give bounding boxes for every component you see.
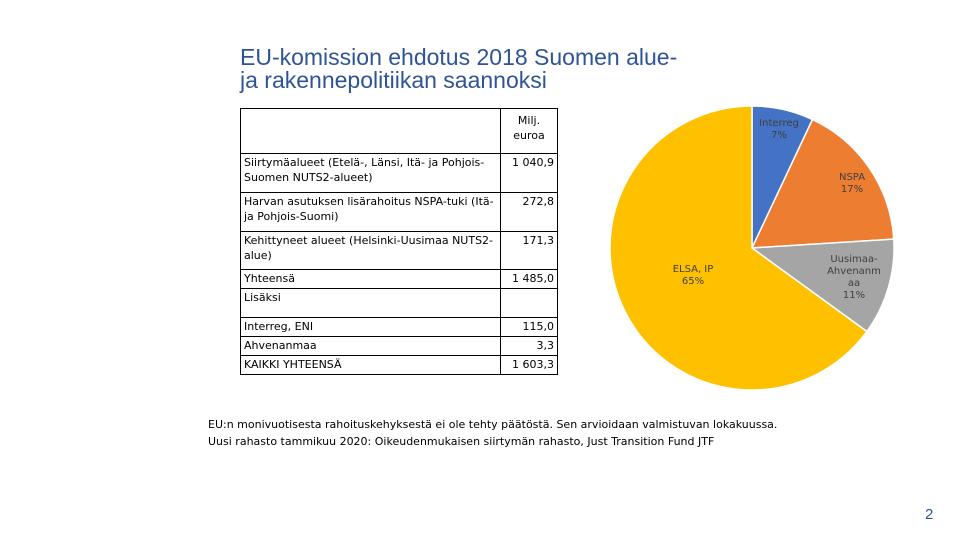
pie-label-nspa: NSPA 17%	[824, 172, 880, 196]
table-cell-value: 1 603,3	[500, 355, 558, 375]
table-cell-label: KAIKKI YHTEENSÄ	[240, 355, 501, 375]
title-line-1: EU-komission ehdotus 2018 Suomen alue-	[240, 44, 678, 70]
pie-label-interreg-pct: 7%	[771, 130, 787, 141]
footnote-line-2: Uusi rahasto tammikuu 2020: Oikeudenmuka…	[208, 435, 715, 448]
pie-label-elsa: ELSA, IP 65%	[662, 264, 724, 288]
pie-label-uusimaa-line2: Ahvenanm	[827, 266, 881, 277]
pie-label-uusimaa: Uusimaa- Ahvenanm aa 11%	[821, 254, 887, 302]
pie-label-nspa-name: NSPA	[838, 172, 866, 183]
pie-label-interreg-name: Interreg	[759, 118, 799, 129]
table-row: Yhteensä 1 485,0	[240, 269, 558, 289]
table-cell-label: Siirtymäalueet (Etelä-, Länsi, Itä- ja P…	[240, 153, 501, 193]
pie-label-uusimaa-line3: aa	[847, 278, 861, 289]
table-cell-value: 272,8	[500, 192, 558, 232]
pie-slice-elsa-ip	[609, 105, 868, 391]
table-cell-label: Kehittyneet alueet (Helsinki-Uusimaa NUT…	[240, 231, 501, 270]
table-header-row: Milj. euroa	[240, 108, 558, 154]
pie-label-elsa-pct: 65%	[681, 276, 705, 287]
pie-label-interreg: Interreg 7%	[752, 118, 806, 142]
table-cell-label: Yhteensä	[240, 269, 501, 289]
footnote: EU:n monivuotisesta rahoituskehyksestä e…	[208, 416, 848, 450]
page-title: EU-komission ehdotus 2018 Suomen alue- j…	[240, 46, 760, 92]
table-row: Lisäksi	[240, 288, 558, 318]
table-header-value: Milj. euroa	[500, 108, 558, 154]
pie-label-uusimaa-pct: 11%	[842, 290, 866, 301]
table-row: Kehittyneet alueet (Helsinki-Uusimaa NUT…	[240, 231, 558, 270]
funding-table: Milj. euroa Siirtymäalueet (Etelä-, Läns…	[240, 108, 558, 375]
table-cell-value: 115,0	[500, 317, 558, 337]
pie-label-elsa-name: ELSA, IP	[672, 264, 714, 275]
table-row: KAIKKI YHTEENSÄ 1 603,3	[240, 355, 558, 375]
table-header-label-cell	[240, 108, 501, 154]
table-cell-label: Harvan asutuksen lisärahoitus NSPA-tuki …	[240, 192, 501, 232]
footnote-line-1: EU:n monivuotisesta rahoituskehyksestä e…	[208, 418, 778, 431]
pie-slice-nspa	[750, 118, 895, 249]
table-row: Siirtymäalueet (Etelä-, Länsi, Itä- ja P…	[240, 153, 558, 193]
table-row: Ahvenanmaa 3,3	[240, 336, 558, 356]
pie-label-uusimaa-line1: Uusimaa-	[830, 254, 878, 265]
page-number: 2	[925, 506, 934, 523]
pie-slice-uusimaa-ahvenanmaa	[749, 238, 895, 333]
table-cell-value: 1 040,9	[500, 153, 558, 193]
pie-label-nspa-pct: 17%	[840, 184, 864, 195]
title-line-2: ja rakennepolitiikan saannoksi	[240, 67, 547, 93]
table-row: Harvan asutuksen lisärahoitus NSPA-tuki …	[240, 192, 558, 232]
table-cell-label: Lisäksi	[240, 288, 501, 318]
table-cell-value: 171,3	[500, 231, 558, 270]
